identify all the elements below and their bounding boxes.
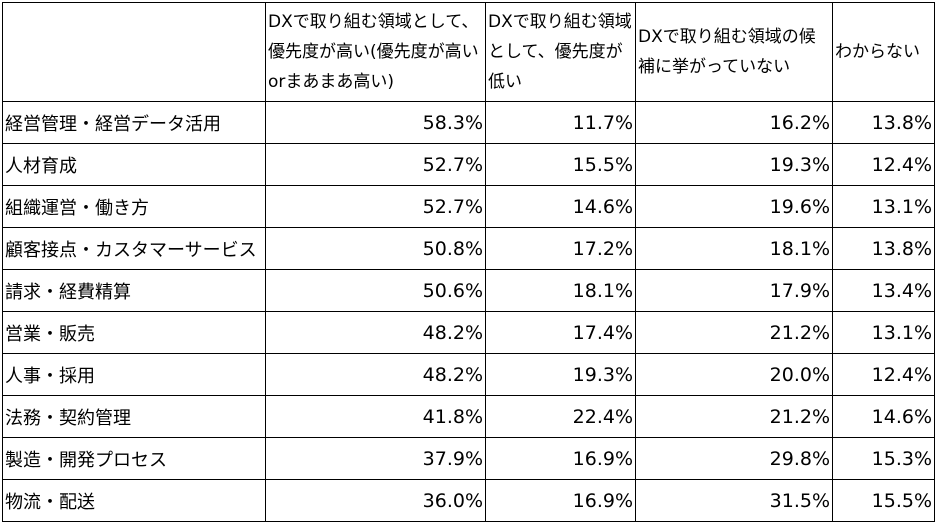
value-cell-high-priority: 37.9% xyxy=(265,437,486,480)
row-label: 顧客接点・カスタマーサービス xyxy=(2,227,266,270)
value-cell-not-candidate: 19.6% xyxy=(635,185,833,228)
value-cell-not-candidate: 31.5% xyxy=(635,479,833,522)
row-label: 経営管理・経営データ活用 xyxy=(2,101,266,144)
value-cell-unknown: 13.8% xyxy=(832,227,935,270)
value-cell-unknown: 13.8% xyxy=(832,101,935,144)
value-cell-low-priority: 17.4% xyxy=(485,311,636,354)
header-low-priority: DXで取り組む領域として、優先度が低い xyxy=(485,2,636,102)
table-row: 経営管理・経営データ活用 58.3% 11.7% 16.2% 13.8% xyxy=(2,101,935,144)
value-cell-low-priority: 22.4% xyxy=(485,395,636,438)
value-cell-low-priority: 16.9% xyxy=(485,437,636,480)
table-row: 人材育成 52.7% 15.5% 19.3% 12.4% xyxy=(2,143,935,186)
header-high-priority: DXで取り組む領域として、優先度が高い(優先度が高いorまあまあ高い) xyxy=(265,2,486,102)
row-label: 営業・販売 xyxy=(2,311,266,354)
table-row: 営業・販売 48.2% 17.4% 21.2% 13.1% xyxy=(2,311,935,354)
table-row: 人事・採用 48.2% 19.3% 20.0% 12.4% xyxy=(2,353,935,396)
value-cell-unknown: 12.4% xyxy=(832,353,935,396)
table-row: 請求・経費精算 50.6% 18.1% 17.9% 13.4% xyxy=(2,269,935,312)
value-cell-high-priority: 41.8% xyxy=(265,395,486,438)
table-row: 物流・配送 36.0% 16.9% 31.5% 15.5% xyxy=(2,479,935,522)
table-row: 顧客接点・カスタマーサービス 50.8% 17.2% 18.1% 13.8% xyxy=(2,227,935,270)
value-cell-high-priority: 52.7% xyxy=(265,143,486,186)
value-cell-not-candidate: 19.3% xyxy=(635,143,833,186)
value-cell-low-priority: 11.7% xyxy=(485,101,636,144)
value-cell-unknown: 12.4% xyxy=(832,143,935,186)
header-row: DXで取り組む領域として、優先度が高い(優先度が高いorまあまあ高い) DXで取… xyxy=(2,2,935,102)
value-cell-not-candidate: 16.2% xyxy=(635,101,833,144)
value-cell-unknown: 13.1% xyxy=(832,185,935,228)
value-cell-high-priority: 48.2% xyxy=(265,353,486,396)
row-label: 製造・開発プロセス xyxy=(2,437,266,480)
table-row: 製造・開発プロセス 37.9% 16.9% 29.8% 15.3% xyxy=(2,437,935,480)
value-cell-not-candidate: 17.9% xyxy=(635,269,833,312)
value-cell-low-priority: 19.3% xyxy=(485,353,636,396)
value-cell-high-priority: 58.3% xyxy=(265,101,486,144)
table-body: 経営管理・経営データ活用 58.3% 11.7% 16.2% 13.8% 人材育成 52.7… xyxy=(2,101,935,522)
value-cell-not-candidate: 21.2% xyxy=(635,311,833,354)
value-cell-unknown: 13.4% xyxy=(832,269,935,312)
header-corner xyxy=(2,2,266,102)
row-label: 人事・採用 xyxy=(2,353,266,396)
value-cell-high-priority: 48.2% xyxy=(265,311,486,354)
value-cell-high-priority: 50.6% xyxy=(265,269,486,312)
header-not-candidate: DXで取り組む領域の候補に挙がっていない xyxy=(635,2,833,102)
value-cell-low-priority: 15.5% xyxy=(485,143,636,186)
row-label: 人材育成 xyxy=(2,143,266,186)
value-cell-high-priority: 52.7% xyxy=(265,185,486,228)
value-cell-unknown: 15.3% xyxy=(832,437,935,480)
value-cell-low-priority: 18.1% xyxy=(485,269,636,312)
value-cell-unknown: 14.6% xyxy=(832,395,935,438)
header-unknown: わからない xyxy=(832,2,935,102)
row-label: 法務・契約管理 xyxy=(2,395,266,438)
row-label: 組織運営・働き方 xyxy=(2,185,266,228)
value-cell-low-priority: 17.2% xyxy=(485,227,636,270)
table-row: 組織運営・働き方 52.7% 14.6% 19.6% 13.1% xyxy=(2,185,935,228)
value-cell-low-priority: 16.9% xyxy=(485,479,636,522)
value-cell-not-candidate: 21.2% xyxy=(635,395,833,438)
value-cell-high-priority: 50.8% xyxy=(265,227,486,270)
value-cell-not-candidate: 20.0% xyxy=(635,353,833,396)
row-label: 物流・配送 xyxy=(2,479,266,522)
value-cell-not-candidate: 18.1% xyxy=(635,227,833,270)
row-label: 請求・経費精算 xyxy=(2,269,266,312)
value-cell-not-candidate: 29.8% xyxy=(635,437,833,480)
table-row: 法務・契約管理 41.8% 22.4% 21.2% 14.6% xyxy=(2,395,935,438)
value-cell-unknown: 13.1% xyxy=(832,311,935,354)
value-cell-low-priority: 14.6% xyxy=(485,185,636,228)
value-cell-unknown: 15.5% xyxy=(832,479,935,522)
value-cell-high-priority: 36.0% xyxy=(265,479,486,522)
